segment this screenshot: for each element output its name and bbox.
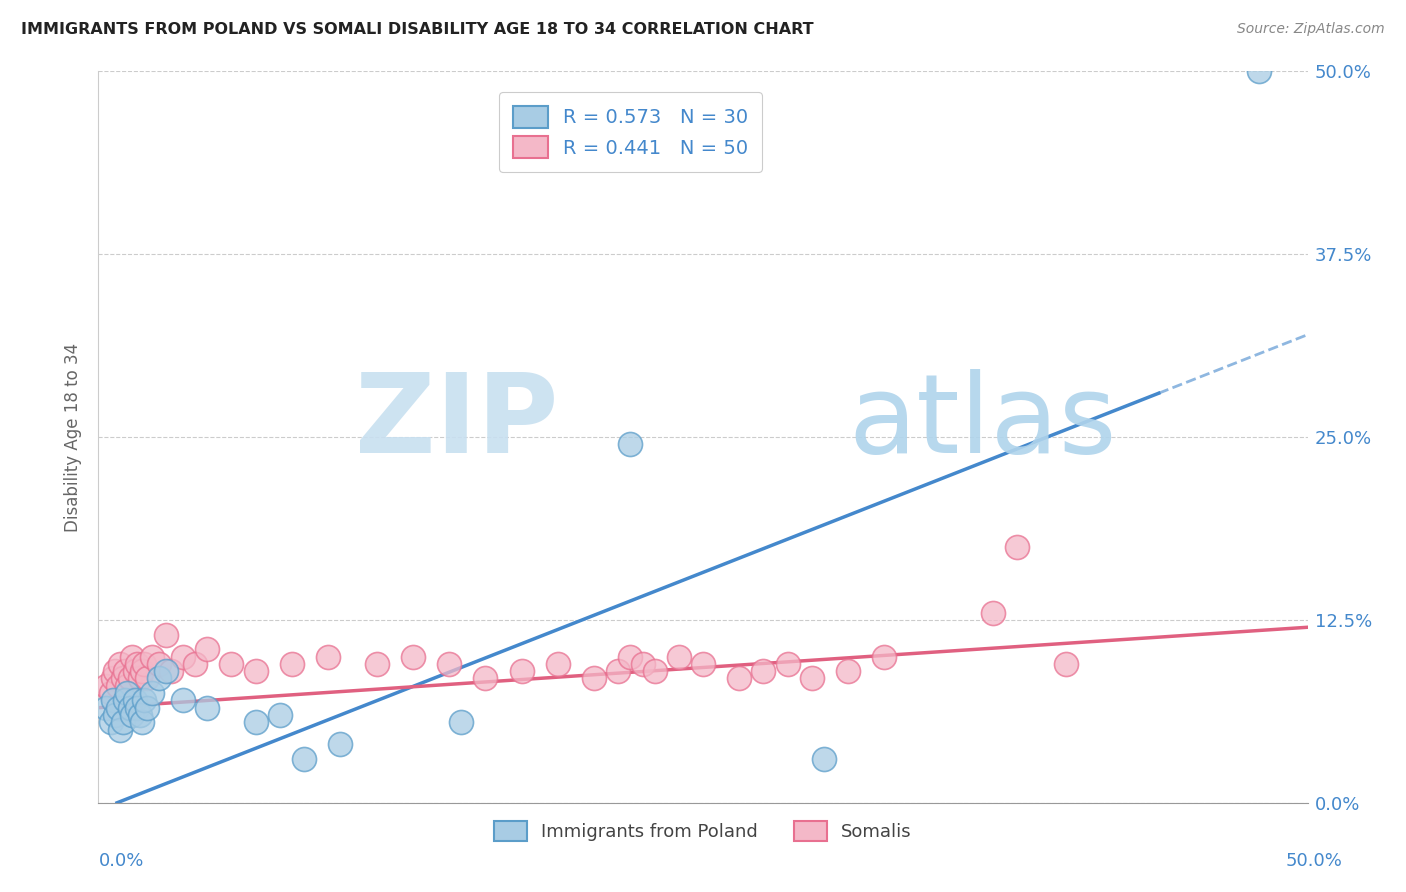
Point: [281, 657, 304, 671]
Point: [437, 657, 460, 671]
Text: 0.0%: 0.0%: [98, 852, 143, 870]
Point: [873, 649, 896, 664]
Point: [583, 672, 606, 686]
Point: [127, 700, 149, 714]
Text: Source: ZipAtlas.com: Source: ZipAtlas.com: [1237, 22, 1385, 37]
Point: [402, 649, 425, 664]
Text: 50.0%: 50.0%: [1286, 852, 1343, 870]
Point: [631, 657, 654, 671]
Point: [104, 664, 127, 678]
Point: [1249, 64, 1271, 78]
Point: [245, 664, 267, 678]
Point: [131, 664, 153, 678]
Point: [160, 664, 183, 678]
Point: [104, 708, 127, 723]
Point: [510, 664, 533, 678]
Point: [195, 700, 218, 714]
Point: [114, 693, 136, 707]
Point: [184, 657, 207, 671]
Y-axis label: Disability Age 18 to 34: Disability Age 18 to 34: [65, 343, 83, 532]
Point: [114, 664, 136, 678]
Point: [107, 700, 129, 714]
Text: ZIP: ZIP: [354, 369, 558, 476]
Point: [837, 664, 859, 678]
Text: atlas: atlas: [848, 369, 1116, 476]
Point: [134, 657, 156, 671]
Point: [118, 672, 141, 686]
Text: IMMIGRANTS FROM POLAND VS SOMALI DISABILITY AGE 18 TO 34 CORRELATION CHART: IMMIGRANTS FROM POLAND VS SOMALI DISABIL…: [21, 22, 814, 37]
Point: [172, 649, 194, 664]
Point: [117, 679, 139, 693]
Point: [111, 672, 134, 686]
Point: [141, 649, 163, 664]
Point: [101, 672, 124, 686]
Point: [728, 672, 751, 686]
Point: [128, 672, 150, 686]
Point: [1054, 657, 1077, 671]
Point: [127, 657, 149, 671]
Point: [155, 627, 177, 641]
Point: [108, 657, 131, 671]
Point: [100, 715, 122, 730]
Point: [124, 664, 146, 678]
Point: [134, 693, 156, 707]
Point: [607, 664, 630, 678]
Point: [644, 664, 666, 678]
Point: [172, 693, 194, 707]
Point: [117, 686, 139, 700]
Point: [100, 686, 122, 700]
Point: [474, 672, 496, 686]
Point: [101, 693, 124, 707]
Point: [107, 679, 129, 693]
Point: [111, 715, 134, 730]
Point: [692, 657, 714, 671]
Legend: Immigrants from Poland, Somalis: Immigrants from Poland, Somalis: [486, 814, 920, 848]
Point: [148, 672, 170, 686]
Point: [135, 700, 157, 714]
Point: [619, 437, 641, 451]
Point: [800, 672, 823, 686]
Point: [135, 672, 157, 686]
Point: [547, 657, 569, 671]
Point: [155, 664, 177, 678]
Point: [981, 606, 1004, 620]
Point: [245, 715, 267, 730]
Point: [118, 700, 141, 714]
Point: [619, 649, 641, 664]
Point: [316, 649, 339, 664]
Point: [329, 737, 352, 751]
Point: [141, 686, 163, 700]
Point: [124, 693, 146, 707]
Point: [121, 708, 143, 723]
Point: [752, 664, 775, 678]
Point: [292, 752, 315, 766]
Point: [366, 657, 388, 671]
Point: [668, 649, 690, 664]
Point: [148, 657, 170, 671]
Point: [131, 715, 153, 730]
Point: [94, 679, 117, 693]
Point: [813, 752, 835, 766]
Point: [450, 715, 472, 730]
Point: [108, 723, 131, 737]
Point: [269, 708, 291, 723]
Point: [1007, 540, 1029, 554]
Point: [776, 657, 799, 671]
Point: [94, 700, 117, 714]
Point: [221, 657, 243, 671]
Point: [128, 708, 150, 723]
Point: [121, 649, 143, 664]
Point: [195, 642, 218, 657]
